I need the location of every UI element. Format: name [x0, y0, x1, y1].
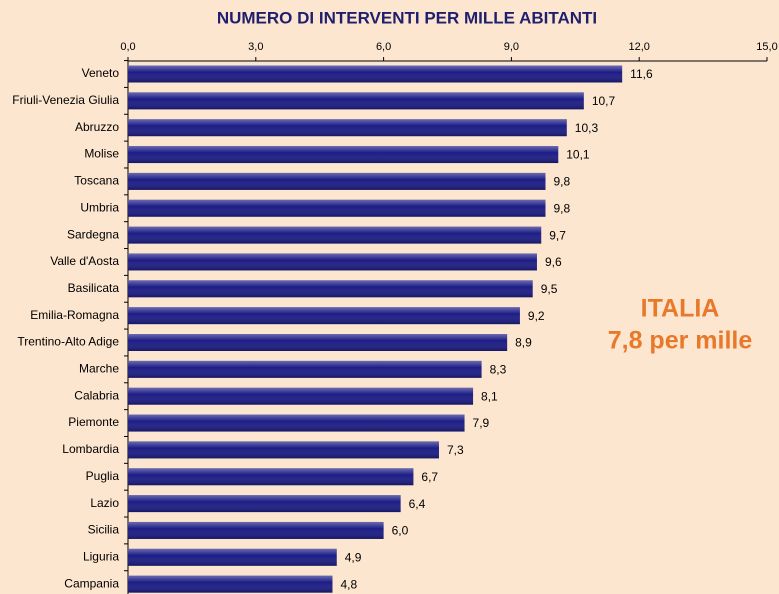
bar-shine [128, 468, 414, 486]
y-tick-label: Toscana [74, 174, 119, 188]
y-tick-label: Sicilia [88, 523, 120, 537]
chart-title: NUMERO DI INTERVENTI PER MILLE ABITANTI [217, 8, 597, 27]
value-label: 9,6 [545, 255, 562, 269]
y-tick-label: Molise [84, 147, 119, 161]
value-label: 9,2 [528, 309, 545, 323]
value-label: 9,8 [553, 175, 570, 189]
value-label: 9,7 [549, 228, 566, 242]
x-tick-label: 0,0 [120, 41, 135, 53]
bar-shine [128, 119, 567, 137]
y-tick-label: Valle d'Aosta [50, 254, 119, 268]
y-tick-label: Calabria [74, 388, 119, 402]
bar-shine [128, 495, 401, 513]
y-tick-label: Piemonte [68, 415, 119, 429]
value-label: 6,0 [392, 524, 409, 538]
value-label: 7,3 [447, 443, 464, 457]
y-tick-label: Umbria [80, 200, 119, 214]
bar-shine [128, 360, 482, 378]
y-tick-label: Lombardia [62, 442, 119, 456]
annotation: 7,8 per mille [608, 327, 753, 355]
x-tick-label: 6,0 [376, 41, 391, 53]
value-label: 8,1 [481, 389, 498, 403]
value-label: 6,7 [421, 470, 438, 484]
value-label: 9,5 [541, 282, 558, 296]
value-label: 8,9 [515, 336, 532, 350]
x-tick-label: 9,0 [504, 41, 519, 53]
bar-shine [128, 441, 439, 459]
bar-shine [128, 548, 337, 566]
x-tick-label: 12,0 [628, 41, 649, 53]
y-tick-label: Abruzzo [75, 120, 119, 134]
bar-shine [128, 92, 584, 110]
y-tick-label: Emilia-Romagna [30, 308, 119, 322]
value-label: 9,8 [553, 201, 570, 215]
y-tick-label: Campania [64, 576, 119, 590]
y-tick-label: Liguria [83, 549, 119, 563]
bar-shine [128, 307, 520, 325]
bar-shine [128, 253, 537, 271]
y-tick-label: Marche [79, 362, 119, 376]
bar-shine [128, 226, 542, 244]
x-tick-label: 3,0 [248, 41, 263, 53]
value-label: 10,3 [575, 121, 599, 135]
bar-shine [128, 334, 508, 351]
y-tick-label: Lazio [90, 496, 119, 510]
y-tick-label: Trentino-Alto Adige [17, 335, 119, 349]
value-label: 10,1 [566, 148, 590, 162]
bar-shine [128, 575, 333, 593]
value-label: 11,6 [630, 67, 653, 81]
bar-shine [128, 414, 465, 432]
y-tick-label: Puglia [86, 469, 120, 483]
bar-shine [128, 387, 474, 405]
value-label: 7,9 [473, 416, 490, 430]
y-tick-label: Basilicata [68, 281, 120, 295]
value-label: 4,9 [345, 550, 362, 564]
x-tick-label: 15,0 [756, 41, 777, 53]
bar-shine [128, 172, 546, 190]
y-tick-label: Friuli-Venezia Giulia [12, 93, 119, 107]
bar-shine [128, 521, 384, 539]
value-label: 8,3 [490, 363, 507, 377]
annotation: ITALIA [641, 295, 720, 323]
bar-shine [128, 199, 546, 217]
y-tick-label: Veneto [82, 66, 120, 80]
y-tick-label: Sardegna [67, 227, 119, 241]
value-label: 6,4 [409, 497, 426, 511]
bar-shine [128, 146, 559, 164]
bar-shine [128, 280, 533, 298]
value-label: 4,8 [340, 577, 357, 591]
bar-shine [128, 65, 623, 83]
value-label: 10,7 [592, 94, 616, 108]
